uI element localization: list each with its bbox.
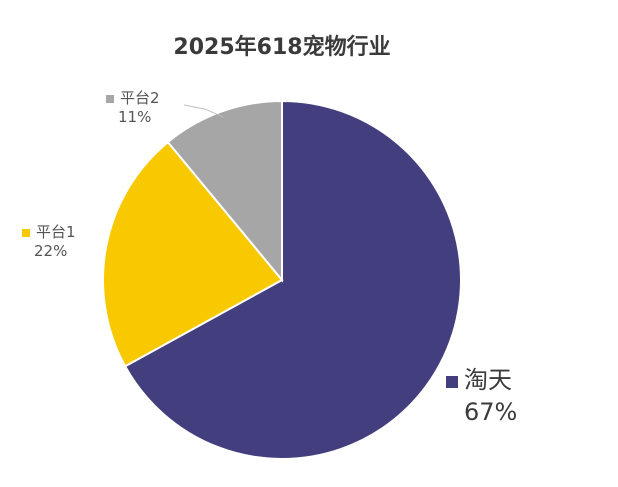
pie-slice-3: [166, 99, 283, 283]
slice-name-label-1: 淘天: [464, 366, 512, 394]
label-swatch-3: [106, 95, 114, 103]
pie-leader-lines: [183, 104, 224, 118]
slice-percent-label-3: 11%: [118, 108, 151, 126]
chart-title: 2025年618宠物行业: [173, 34, 390, 60]
slice-percent-label-1: 67%: [464, 398, 517, 426]
pie-slices: [102, 99, 462, 460]
pie-slice-2: [102, 140, 284, 368]
slice-name-label-3: 平台2: [120, 89, 160, 107]
label-swatch-2: [22, 229, 30, 237]
slice-name-label-2: 平台1: [36, 223, 76, 241]
slice-percent-label-2: 22%: [34, 242, 67, 260]
label-swatch-1: [446, 376, 458, 388]
leader-line-3: [183, 104, 224, 118]
pie-slice-1: [123, 99, 462, 460]
